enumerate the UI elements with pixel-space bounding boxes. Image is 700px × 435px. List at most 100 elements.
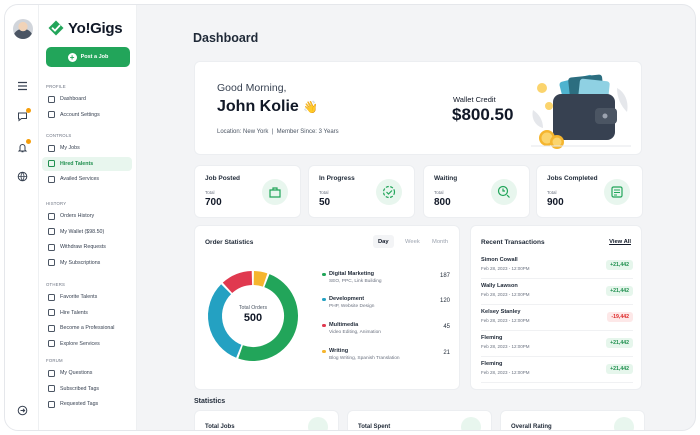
transaction-date: Feb 28, 2023 - 12:00PM — [481, 370, 530, 375]
statistics-card-icon — [461, 417, 481, 430]
sidebar-item-label: Explore Services — [60, 340, 100, 347]
compass-icon — [48, 340, 55, 347]
waving-hand-icon: 👋 — [303, 100, 319, 114]
transaction-row[interactable]: Simon Cowall Feb 28, 2023 - 12:00PM +21,… — [481, 257, 633, 279]
order-donut-chart — [208, 271, 298, 361]
transaction-amount: -19,442 — [607, 312, 633, 322]
sidebar-section-title: PROFILE — [46, 84, 66, 89]
greeting-salutation: Good Morning, — [217, 82, 287, 94]
legend-dot — [322, 297, 326, 301]
transaction-row[interactable]: Wally Lawson Feb 28, 2023 - 12:00PM +21,… — [481, 283, 633, 305]
donut-slice-digital-marketing[interactable] — [238, 274, 298, 361]
sidebar-item-explore-services[interactable]: Explore Services — [42, 337, 132, 351]
transaction-date: Feb 28, 2023 - 12:00PM — [481, 318, 530, 323]
sidebar-item-label: Dashboard — [60, 96, 86, 102]
messages-icon[interactable] — [15, 108, 31, 123]
meta-separator: | — [271, 129, 274, 135]
user-plus-icon — [48, 309, 55, 316]
stat-card-waiting[interactable]: Waiting Total 800 — [423, 165, 530, 218]
sidebar-item-label: Hired Talents — [60, 160, 94, 167]
transaction-row[interactable]: Fleming Feb 28, 2023 - 12:00PM +21,442 — [481, 335, 633, 357]
donut-slice-writing[interactable] — [253, 271, 268, 287]
total-orders-label: Total Orders — [238, 305, 268, 311]
sidebar-item-my-jobs[interactable]: My Jobs — [42, 141, 132, 155]
avatar[interactable] — [13, 19, 33, 39]
order-statistics-card: Order Statistics Day Week Month Total Orde… — [194, 225, 460, 390]
sidebar-item-hired-talents[interactable]: Hired Talents — [42, 156, 132, 171]
sidebar-item-hire-talents[interactable]: Hire Talents — [42, 306, 132, 320]
stat-sub: Total — [319, 190, 329, 195]
brand-logo[interactable]: Yo!Gigs — [47, 19, 123, 37]
sidebar-item-orders-history[interactable]: Orders History — [42, 209, 132, 223]
transaction-name: Fleming — [481, 335, 503, 341]
legend-name: Development — [329, 296, 365, 302]
sidebar-item-favorite-talents[interactable]: Favorite Talents — [42, 290, 132, 304]
legend-desc: SEO, PPC, Link Building — [329, 279, 382, 284]
tab-day[interactable]: Day — [373, 235, 394, 248]
transaction-name: Wally Lawson — [481, 283, 518, 289]
sidebar-item-subscribed-tags[interactable]: Subscribed Tags — [42, 382, 132, 396]
sidebar-item-dashboard[interactable]: Dashboard — [42, 92, 132, 106]
transaction-date: Feb 28, 2023 - 12:00PM — [481, 344, 530, 349]
recent-transactions-card: Recent Transactions View All Simon Cowal… — [470, 225, 642, 390]
tab-week[interactable]: Week — [405, 238, 420, 245]
statistics-card-total-spent[interactable]: Total Spent — [347, 410, 492, 430]
stat-value: 800 — [434, 197, 451, 208]
main-content: Dashboard Good Morning, John Kolie 👋 Loc… — [137, 5, 695, 430]
sidebar-item-account-settings[interactable]: Account Settings — [42, 108, 132, 122]
legend-item: Multimedia Video Editing, Animation 45 — [322, 322, 450, 340]
post-job-button[interactable]: + Post a Job — [46, 47, 130, 67]
question-icon — [48, 369, 55, 377]
sidebar-item-label: Account Settings — [60, 111, 100, 118]
globe-icon[interactable] — [15, 169, 29, 183]
stat-label: Jobs Completed — [547, 175, 598, 182]
statistics-card-title: Total Spent — [358, 424, 391, 430]
jobs-icon — [262, 179, 288, 205]
sidebar-item-my-subscriptions[interactable]: My Subscriptions — [42, 256, 132, 270]
badge-icon — [48, 324, 55, 332]
grid-icon — [48, 95, 55, 103]
statistics-card-overall-rating[interactable]: Overall Rating — [500, 410, 645, 430]
sidebar-section-title: CONTROLS — [46, 133, 72, 138]
sidebar-item-my-wallet-98-50[interactable]: My Wallet ($98.50) — [42, 225, 132, 239]
statistics-card-icon — [308, 417, 328, 430]
sidebar-item-label: Orders History — [60, 213, 95, 219]
total-orders-value: 500 — [243, 312, 263, 324]
greeting-card: Good Morning, John Kolie 👋 Location: New… — [194, 61, 642, 155]
donut-slice-multimedia[interactable] — [222, 271, 253, 294]
legend-name: Digital Marketing — [329, 271, 375, 277]
stat-value: 900 — [547, 197, 564, 208]
stat-label: In Progress — [319, 175, 355, 182]
legend-item: Writing Blog Writing, Spanish Translatio… — [322, 348, 450, 366]
sidebar-item-availed-services[interactable]: Availed Services — [42, 172, 132, 186]
notification-bell-icon[interactable] — [15, 139, 31, 154]
subscription-icon — [48, 259, 55, 266]
sidebar: Yo!Gigs + Post a Job PROFILE Dashboard Acc… — [39, 5, 137, 430]
menu-icon[interactable] — [15, 79, 29, 93]
sidebar-item-label: My Wallet ($98.50) — [60, 228, 105, 235]
transaction-name: Simon Cowall — [481, 257, 518, 263]
stat-sub: Total — [434, 190, 444, 195]
statistics-card-title: Total Jobs — [205, 424, 235, 430]
donut-slice-development[interactable] — [208, 284, 242, 358]
view-all-link[interactable]: View All — [609, 239, 631, 245]
sidebar-item-withdraw-requests[interactable]: Withdraw Requests — [42, 240, 132, 254]
transaction-row[interactable]: Fleming Feb 28, 2023 - 12:00PM +21,442 — [481, 361, 633, 383]
legend-desc: Video Editing, Animation — [329, 330, 381, 335]
legend-desc: PHP, Website Design — [329, 304, 375, 309]
stat-card-job-posted[interactable]: Job Posted Total 700 — [194, 165, 301, 218]
sidebar-item-my-questions[interactable]: My Questions — [42, 366, 132, 380]
transaction-date: Feb 28, 2023 - 12:00PM — [481, 292, 530, 297]
sidebar-item-label: Favorite Talents — [60, 294, 98, 300]
sidebar-item-become-a-professional[interactable]: Become a Professional — [42, 321, 132, 335]
stat-card-in-progress[interactable]: In Progress Total 50 — [308, 165, 415, 218]
tab-month[interactable]: Month — [432, 238, 449, 245]
logout-icon[interactable] — [15, 403, 29, 417]
settings-icon — [48, 111, 55, 118]
page-title: Dashboard — [193, 31, 259, 45]
transaction-row[interactable]: Kelsey Stanley Feb 28, 2023 - 12:00PM -1… — [481, 309, 633, 331]
sidebar-item-requested-tags[interactable]: Requested Tags — [42, 397, 132, 411]
statistics-card-total-jobs[interactable]: Total Jobs — [194, 410, 339, 430]
stat-card-jobs-completed[interactable]: Jobs Completed Total 900 — [536, 165, 643, 218]
legend-item: Digital Marketing SEO, PPC, Link Buildin… — [322, 271, 450, 289]
